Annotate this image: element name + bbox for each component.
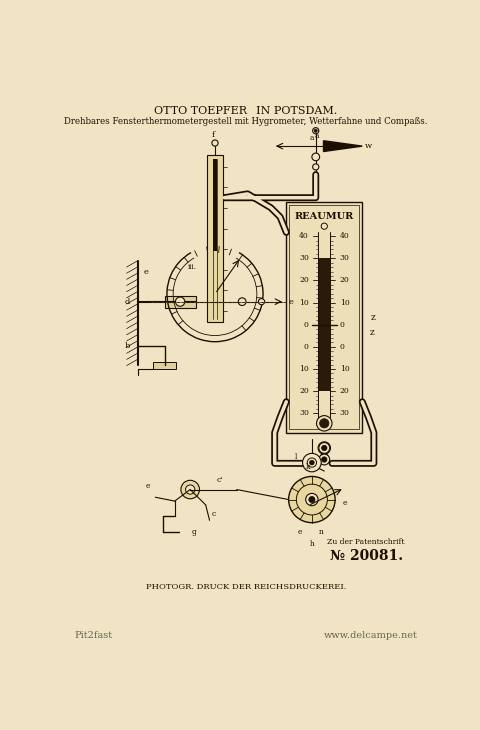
Circle shape — [312, 153, 320, 161]
Text: c': c' — [216, 476, 223, 484]
Circle shape — [319, 442, 330, 453]
Circle shape — [319, 454, 330, 465]
Text: Drehbares Fensterthermometergestell mit Hygrometer, Wetterfahne und Compaßs.: Drehbares Fensterthermometergestell mit … — [64, 117, 428, 126]
Circle shape — [288, 477, 335, 523]
Text: 10: 10 — [340, 299, 349, 307]
Bar — [207, 155, 223, 323]
Text: www.delcampe.net: www.delcampe.net — [324, 631, 418, 640]
Circle shape — [212, 140, 218, 146]
Circle shape — [316, 415, 332, 431]
Text: e: e — [298, 528, 302, 536]
Bar — [318, 258, 330, 391]
Text: OTTO TOEPFER  IN POTSDAM.: OTTO TOEPFER IN POTSDAM. — [155, 106, 337, 115]
Text: 10: 10 — [340, 365, 349, 373]
Text: f: f — [212, 131, 215, 139]
Text: REAUMUR: REAUMUR — [295, 212, 354, 221]
Bar — [153, 363, 176, 369]
Circle shape — [181, 480, 200, 499]
Text: 30: 30 — [340, 410, 349, 418]
Polygon shape — [324, 141, 362, 152]
Text: 10: 10 — [299, 299, 309, 307]
Bar — [289, 204, 359, 429]
Text: z: z — [369, 328, 374, 337]
Text: 30: 30 — [299, 254, 309, 262]
Bar — [213, 159, 217, 251]
Circle shape — [186, 485, 195, 494]
Text: 30: 30 — [340, 254, 349, 262]
Text: № 20081.: № 20081. — [330, 549, 403, 563]
Text: 0: 0 — [304, 343, 309, 351]
Text: a: a — [315, 132, 320, 140]
Text: PHOTOGR. DRUCK DER REICHSDRUCKEREI.: PHOTOGR. DRUCK DER REICHSDRUCKEREI. — [146, 583, 346, 591]
Text: e: e — [288, 298, 293, 306]
Text: 20: 20 — [299, 277, 309, 285]
Text: c: c — [211, 510, 216, 518]
Text: 0: 0 — [304, 320, 309, 329]
Bar — [286, 201, 362, 433]
Text: n: n — [319, 528, 324, 536]
Text: 40: 40 — [299, 232, 309, 240]
Text: 20: 20 — [340, 387, 349, 395]
Text: h: h — [310, 540, 314, 548]
Text: e: e — [342, 499, 347, 507]
Circle shape — [321, 223, 327, 229]
Circle shape — [322, 445, 327, 450]
Text: 20: 20 — [299, 387, 309, 395]
Text: 20: 20 — [340, 277, 349, 285]
Text: a: a — [310, 134, 314, 142]
Text: k: k — [306, 464, 310, 471]
Text: iii.: iii. — [188, 263, 197, 271]
Circle shape — [176, 297, 185, 307]
Text: b: b — [124, 342, 130, 350]
Circle shape — [309, 496, 315, 503]
Circle shape — [302, 453, 321, 472]
Circle shape — [322, 457, 327, 462]
Text: e: e — [145, 482, 150, 490]
Text: 0: 0 — [340, 320, 345, 329]
Text: 30: 30 — [299, 410, 309, 418]
Text: w: w — [365, 142, 372, 150]
Text: 0: 0 — [340, 343, 345, 351]
Text: z: z — [371, 312, 375, 321]
Text: Zu der Patentschrift: Zu der Patentschrift — [327, 538, 405, 546]
Circle shape — [320, 419, 329, 428]
Text: 40: 40 — [340, 232, 349, 240]
Text: l: l — [295, 453, 298, 461]
Circle shape — [306, 493, 318, 506]
Bar — [165, 296, 196, 308]
Circle shape — [307, 458, 316, 467]
Text: d: d — [124, 298, 130, 306]
Circle shape — [321, 453, 328, 461]
Circle shape — [312, 164, 319, 170]
Circle shape — [312, 128, 319, 134]
Text: 10: 10 — [299, 365, 309, 373]
Text: Pit2fast: Pit2fast — [74, 631, 112, 640]
Circle shape — [258, 299, 264, 304]
Circle shape — [238, 298, 246, 306]
Text: e: e — [144, 269, 149, 277]
Circle shape — [318, 442, 330, 454]
Circle shape — [310, 461, 314, 465]
Text: g: g — [192, 528, 196, 536]
Circle shape — [314, 129, 317, 132]
